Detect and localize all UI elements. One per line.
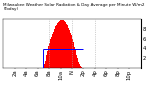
Bar — [74, 47, 75, 68]
Bar — [64, 21, 65, 68]
Bar — [43, 67, 44, 68]
Bar — [61, 20, 62, 68]
Bar — [79, 64, 80, 68]
Bar — [47, 51, 48, 68]
Bar — [72, 39, 73, 68]
Bar — [70, 33, 71, 68]
Bar — [69, 29, 70, 68]
Bar — [56, 25, 57, 68]
Bar — [46, 55, 47, 68]
Bar — [73, 42, 74, 68]
Bar — [58, 22, 59, 68]
Bar — [53, 32, 54, 68]
Bar — [71, 35, 72, 68]
Bar — [48, 46, 49, 68]
Bar — [49, 43, 50, 68]
Bar — [62, 20, 63, 68]
Bar — [63, 20, 64, 68]
Bar — [78, 62, 79, 68]
Bar — [50, 39, 51, 68]
Bar — [44, 64, 45, 68]
Bar — [76, 55, 77, 68]
Bar — [81, 67, 82, 68]
Bar — [55, 27, 56, 68]
Bar — [80, 66, 81, 68]
Bar — [66, 23, 67, 68]
Text: Milwaukee Weather Solar Radiation & Day Average per Minute W/m2 (Today): Milwaukee Weather Solar Radiation & Day … — [3, 3, 145, 11]
Bar — [45, 61, 46, 68]
Bar — [77, 59, 78, 68]
Bar — [65, 22, 66, 68]
Bar — [52, 34, 53, 68]
Bar — [68, 28, 69, 68]
Bar — [67, 25, 68, 68]
Bar — [75, 50, 76, 68]
Bar — [59, 21, 60, 68]
Bar — [54, 29, 55, 68]
Bar — [57, 23, 58, 68]
Bar — [60, 20, 61, 68]
Bar — [51, 37, 52, 68]
